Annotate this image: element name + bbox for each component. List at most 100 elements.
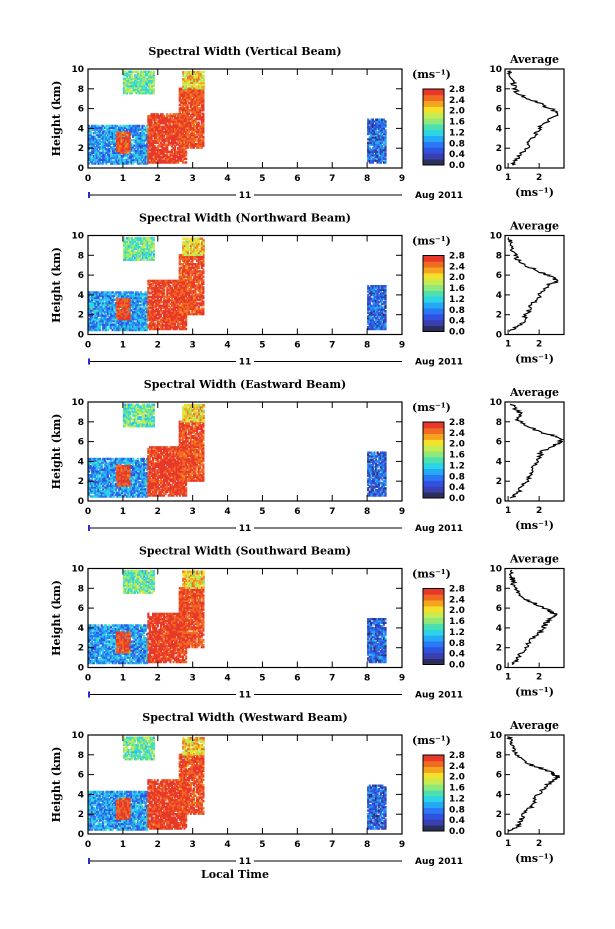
heatmap-cell [373,139,376,143]
heatmap-cell [200,103,203,107]
heatmap-cell [132,158,135,162]
heatmap-cell [105,298,108,301]
heatmap-cell [130,327,133,330]
heatmap-cell [150,116,153,120]
heatmap-cell [128,155,131,158]
heatmap-cell [127,84,130,88]
heatmap-cell [139,137,142,140]
heatmap-cell [119,131,122,135]
heatmap-cell [382,161,385,164]
heatmap-cell [142,149,146,153]
heatmap-cell [183,154,186,157]
heatmap-cell [164,155,167,159]
heatmap-cell [367,148,370,152]
heatmap-cell [115,137,119,140]
heatmap-cell [133,139,136,142]
heatmap-cell [177,125,180,128]
heatmap-cell [177,143,180,146]
heatmap-cell [139,162,142,165]
heatmap-cell [197,146,200,149]
heatmap-cell [117,328,120,332]
heatmap-cell [91,305,94,308]
heatmap-cell [108,160,111,163]
heatmap-cell [192,109,195,112]
heatmap-cell [113,307,116,310]
heatmap-cell [94,126,97,129]
heatmap-cell [159,152,163,155]
heatmap-cell [127,72,130,75]
heatmap-cell [130,160,133,163]
heatmap-cell [133,321,136,324]
heatmap-cell [126,92,129,95]
heatmap-cell [103,142,106,146]
heatmap-cell [92,309,95,312]
heatmap-cell [122,86,126,89]
heatmap-cell [199,72,202,76]
heatmap-cell [148,154,152,157]
heatmap-cell [152,72,155,75]
heatmap-cell [181,114,185,117]
heatmap-cell [159,118,163,121]
heatmap-cell [155,148,158,152]
heatmap-cell [100,128,103,131]
heatmap-cell [138,149,141,153]
heatmap-cell [191,79,194,83]
heatmap-cell [194,139,197,142]
heatmap-cell [192,123,195,126]
heatmap-cell [186,116,189,119]
y-axis-label: Height (km) [50,81,63,157]
heatmap-cell [152,141,155,145]
heatmap-cell [156,147,159,150]
heatmap-cell [132,319,135,323]
colorbar-segment [423,100,444,107]
heatmap-cell [175,116,178,120]
heatmap-cell [106,153,109,156]
heatmap-cell [128,328,131,332]
heatmap-cell [146,77,149,81]
heatmap-cell [94,307,97,310]
heatmap-cell [375,152,378,155]
heatmap-cell [89,318,92,321]
heatmap-cell [127,153,130,156]
heatmap-cell [100,137,103,140]
heatmap-cell [191,76,194,79]
heatmap-cell [129,77,132,81]
heatmap-cell [100,314,103,317]
heatmap-cell [108,312,111,316]
heatmap-cell [133,140,136,144]
heatmap-cell [202,144,205,147]
heatmap-cell [202,76,205,79]
heatmap-cell [183,139,186,142]
heatmap-cell [186,114,189,117]
heatmap-cell [164,122,167,125]
heatmap-cell [368,138,371,141]
heatmap-cell [183,79,186,83]
heatmap-cell [202,101,205,105]
heatmap-cell [119,293,122,296]
heatmap-cell [161,116,164,120]
heatmap-cell [116,328,119,332]
heatmap-cell [183,126,186,130]
heatmap-cell [185,105,188,108]
heatmap-cell [136,130,139,133]
heatmap-cell [200,109,203,112]
heatmap-cell [89,142,92,146]
heatmap-cell [194,133,197,137]
heatmap-cell [115,146,119,149]
heatmap-cell [97,314,100,317]
heatmap-cell [137,84,140,88]
heatmap-cell [371,150,374,153]
heatmap-cell [92,132,95,135]
heatmap-cell [110,155,113,158]
heatmap-cell [152,132,155,136]
heatmap-cell [102,300,105,303]
heatmap-cell [102,137,105,140]
heatmap-cell [197,144,200,147]
heatmap-cell [150,127,153,130]
heatmap-cell [375,125,378,128]
heatmap-cell [92,305,95,308]
heatmap-cell [163,143,166,146]
heatmap-cell [158,122,161,125]
colorbar-segment [423,112,444,119]
heatmap-cell [161,157,164,161]
